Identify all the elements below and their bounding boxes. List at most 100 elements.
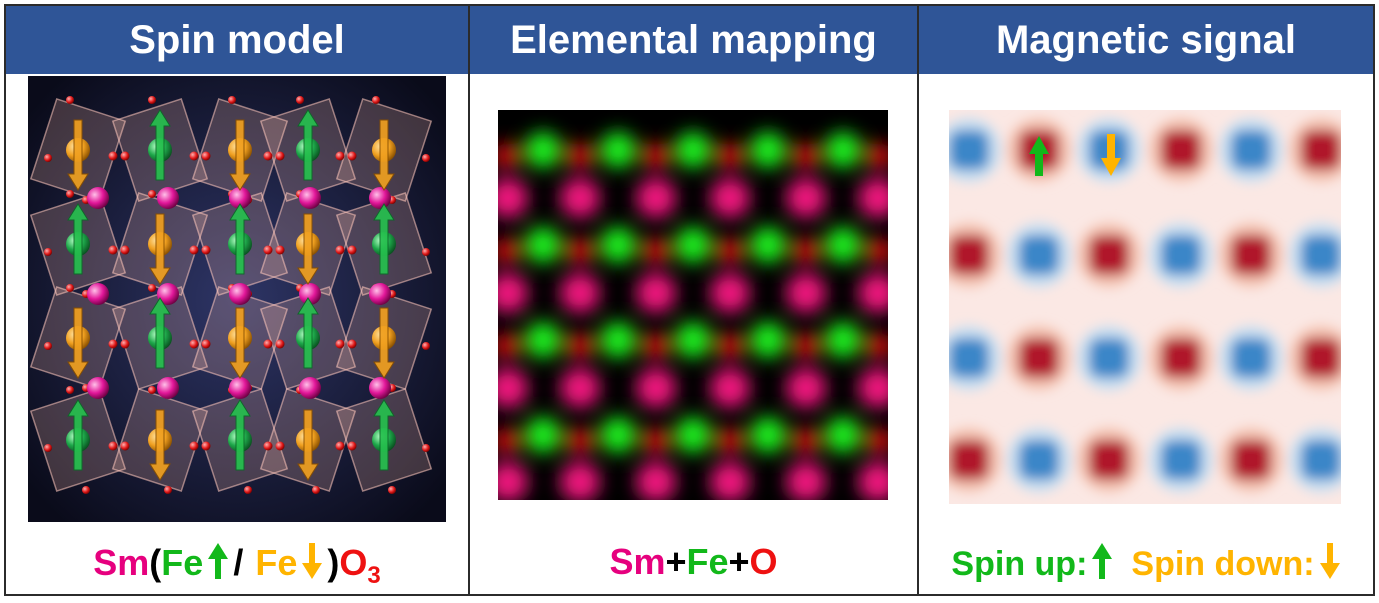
oxygen-atom bbox=[347, 339, 357, 349]
sm-atom bbox=[369, 377, 391, 399]
sm-signal bbox=[498, 368, 528, 408]
spin-up-signal bbox=[1231, 440, 1271, 480]
magnetic-signal-map bbox=[949, 110, 1341, 504]
sm-signal bbox=[858, 368, 888, 408]
oxygen-atom bbox=[148, 386, 156, 394]
panel-title-spin-model: Spin model bbox=[6, 6, 468, 74]
spin-up-signal bbox=[949, 235, 989, 275]
o-signal bbox=[498, 333, 519, 359]
spin-up-arrow-icon bbox=[67, 399, 89, 471]
fe-signal bbox=[525, 132, 561, 168]
fe-signal bbox=[525, 322, 561, 358]
spin-down-signal bbox=[949, 130, 989, 170]
o-signal bbox=[567, 428, 593, 454]
sm-atom bbox=[229, 283, 251, 305]
oxygen-atom bbox=[44, 248, 52, 256]
spin-down-signal bbox=[1019, 440, 1059, 480]
fe-signal bbox=[600, 132, 636, 168]
fe-signal bbox=[825, 322, 861, 358]
spin-down-signal bbox=[1019, 235, 1059, 275]
fe-signal bbox=[750, 132, 786, 168]
oxygen-atom bbox=[44, 342, 52, 350]
sm-atom bbox=[87, 377, 109, 399]
spin-down-signal bbox=[1161, 440, 1201, 480]
caption-o: O bbox=[749, 541, 778, 582]
fe-signal bbox=[675, 417, 711, 453]
spin-down-arrow-icon bbox=[229, 307, 251, 379]
fe-signal bbox=[825, 132, 861, 168]
spin-down-arrow-icon bbox=[149, 409, 171, 481]
caption-fe-up: Fe bbox=[161, 542, 204, 583]
oxygen-atom bbox=[335, 339, 345, 349]
spin-down-arrow-icon bbox=[229, 119, 251, 191]
fe-signal bbox=[750, 417, 786, 453]
oxygen-atom bbox=[201, 441, 211, 451]
oxygen-atom bbox=[228, 96, 236, 104]
spin-down-arrow-icon bbox=[297, 213, 319, 285]
oxygen-atom bbox=[263, 245, 273, 255]
panel-title-magnetic-signal: Magnetic signal bbox=[919, 6, 1373, 74]
oxygen-atom bbox=[44, 154, 52, 162]
caption-elements: Sm+Fe+O bbox=[470, 541, 917, 583]
oxygen-atom bbox=[422, 154, 430, 162]
o-signal bbox=[793, 143, 819, 169]
o-signal bbox=[567, 238, 593, 264]
oxygen-atom bbox=[108, 245, 118, 255]
arrow-down-icon bbox=[1101, 134, 1121, 176]
oxygen-atom bbox=[66, 190, 74, 198]
sm-signal bbox=[710, 273, 750, 313]
spin-up-arrow-icon bbox=[149, 109, 171, 181]
fe-signal bbox=[525, 227, 561, 263]
sm-signal bbox=[560, 368, 600, 408]
fe-signal bbox=[675, 322, 711, 358]
oxygen-atom bbox=[201, 339, 211, 349]
oxygen-atom bbox=[372, 96, 380, 104]
oxygen-atom bbox=[148, 284, 156, 292]
caption-spins: Spin up: Spin down: bbox=[919, 541, 1373, 584]
oxygen-atom bbox=[44, 444, 52, 452]
o-signal bbox=[643, 428, 669, 454]
sm-signal bbox=[560, 178, 600, 218]
oxygen-atom bbox=[66, 386, 74, 394]
o-signal bbox=[717, 143, 743, 169]
oxygen-atom bbox=[422, 444, 430, 452]
oxygen-atom bbox=[164, 486, 172, 494]
oxygen-atom bbox=[120, 441, 130, 451]
oxygen-atom bbox=[120, 245, 130, 255]
sm-signal bbox=[786, 368, 826, 408]
oxygen-atom bbox=[66, 284, 74, 292]
spin-up-signal bbox=[1231, 235, 1271, 275]
spin-up-arrow-icon bbox=[297, 109, 319, 181]
spin-up-signal bbox=[1301, 130, 1341, 170]
caption-spin-up: Spin up: bbox=[951, 545, 1088, 583]
spin-down-signal bbox=[1231, 338, 1271, 378]
fe-signal bbox=[675, 227, 711, 263]
caption-o-subscript: 3 bbox=[367, 562, 381, 589]
fe-signal bbox=[600, 227, 636, 263]
sm-signal bbox=[786, 462, 826, 500]
caption-plus-1: + bbox=[665, 541, 687, 582]
spin-up-signal bbox=[1089, 440, 1129, 480]
arrow-up-icon bbox=[208, 543, 229, 579]
o-signal bbox=[643, 143, 669, 169]
fe-signal bbox=[825, 417, 861, 453]
sm-signal bbox=[560, 273, 600, 313]
sm-signal bbox=[786, 178, 826, 218]
spin-up-signal bbox=[1161, 338, 1201, 378]
sm-signal bbox=[786, 273, 826, 313]
oxygen-atom bbox=[189, 441, 199, 451]
sm-atom bbox=[157, 187, 179, 209]
fe-signal bbox=[600, 322, 636, 358]
caption-close-paren: ) bbox=[327, 542, 340, 583]
sm-atom bbox=[299, 283, 321, 305]
sm-signal bbox=[498, 462, 528, 500]
spin-down-signal bbox=[1231, 130, 1271, 170]
oxygen-atom bbox=[275, 245, 285, 255]
oxygen-atom bbox=[263, 339, 273, 349]
spin-down-arrow-icon bbox=[297, 409, 319, 481]
o-signal bbox=[867, 428, 888, 454]
oxygen-atom bbox=[422, 342, 430, 350]
spin-up-signal bbox=[1301, 338, 1341, 378]
fe-signal bbox=[675, 132, 711, 168]
